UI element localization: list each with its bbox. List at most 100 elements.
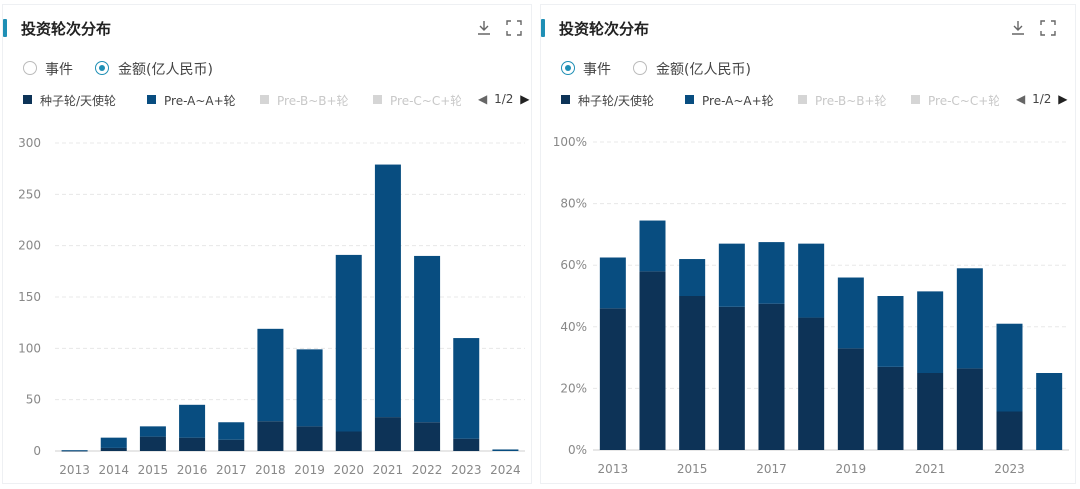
radio-amount[interactable] [95,61,109,75]
bar-series-a [374,164,401,418]
y-tick-label: 50 [26,393,41,407]
y-tick-label: 200 [18,239,41,253]
x-tick-label: 2017 [216,463,247,477]
x-tick-label: 2013 [59,463,90,477]
pager-prev-icon[interactable]: ◀ [478,92,488,106]
legend-swatch [911,95,920,104]
bar-series-a [179,404,206,438]
legend-item-seed[interactable]: 种子轮/天使轮 [23,92,116,109]
legend-item-series-c[interactable]: Pre-C~C+轮 [911,92,999,109]
bar-series-a [139,426,166,437]
bar-series-a [639,220,666,272]
x-tick-label: 2019 [836,462,867,476]
bar-seed [100,447,127,451]
legend-swatch [373,95,382,104]
bar-seed [139,436,166,451]
y-tick-label: 20% [560,381,587,395]
x-tick-label: 2021 [915,462,946,476]
x-tick-label: 2019 [294,463,325,477]
legend-pager: ◀ 1/2 ▶ [1016,92,1067,106]
bar-seed [61,450,88,452]
pager-text: 1/2 [1032,92,1052,106]
legend-label: Pre-A~A+轮 [702,94,774,108]
bar-seed [179,437,206,451]
legend-label: 种子轮/天使轮 [578,94,655,108]
chart-legend: 种子轮/天使轮 Pre-A~A+轮 Pre-B~B+轮 Pre-C~C+轮 ◀ … [561,92,1071,112]
chart-panel-right: 投资轮次分布 事件 金额(亿人民币) 种子轮/天使轮 Pre-A~A+轮 Pre… [540,4,1076,484]
bar-seed [917,373,944,450]
legend-item-series-a[interactable]: Pre-A~A+轮 [147,92,236,109]
legend-item-series-b[interactable]: Pre-B~B+轮 [260,92,349,109]
bar-series-a [798,243,825,318]
title-accent-bar [3,19,7,37]
bar-seed [877,366,904,450]
pager-next-icon[interactable]: ▶ [1058,92,1068,106]
pager-next-icon[interactable]: ▶ [520,92,530,106]
x-tick-label: 2023 [994,462,1025,476]
bar-seed [599,308,626,450]
radio-events-label[interactable]: 事件 [45,62,73,78]
x-tick-label: 2020 [333,463,364,477]
x-tick-label: 2017 [756,462,787,476]
y-tick-label: 100% [553,135,587,149]
bar-seed [679,296,706,450]
legend-swatch [23,95,32,104]
x-tick-label: 2014 [98,463,129,477]
y-tick-label: 0% [568,443,587,457]
fullscreen-icon[interactable] [505,19,523,37]
legend-label: Pre-A~A+轮 [164,94,236,108]
bar-series-a [453,338,480,439]
legend-item-series-b[interactable]: Pre-B~B+轮 [798,92,887,109]
bar-series-a [296,349,323,427]
bar-seed [296,426,323,451]
y-tick-label: 40% [560,320,587,334]
legend-label: Pre-B~B+轮 [815,94,887,108]
bar-series-a [218,422,245,440]
legend-item-series-a[interactable]: Pre-A~A+轮 [685,92,774,109]
bar-series-a [100,437,127,448]
legend-swatch [260,95,269,104]
radio-events[interactable] [561,61,575,75]
x-tick-label: 2023 [451,463,482,477]
x-tick-label: 2024 [490,463,521,477]
y-tick-label: 0 [33,444,41,458]
bar-seed [956,368,983,450]
bar-seed [414,422,441,451]
radio-amount-label[interactable]: 金额(亿人民币) [656,62,751,78]
radio-amount-label[interactable]: 金额(亿人民币) [118,62,213,78]
radio-amount[interactable] [633,61,647,75]
radio-events-label[interactable]: 事件 [583,62,611,78]
download-icon[interactable] [475,19,493,37]
y-tick-label: 80% [560,197,587,211]
panel-title: 投资轮次分布 [21,20,112,38]
bar-seed [335,431,362,451]
legend-item-seed[interactable]: 种子轮/天使轮 [561,92,654,109]
bar-series-a [414,255,441,423]
bar-chart-events: 0% 20% 40% 60% 80% 100% 2013 2015 2017 2019 2021 20… [553,135,1069,476]
bar-series-a [917,291,944,373]
radio-events[interactable] [23,61,37,75]
bar-seed [837,348,864,450]
legend-swatch [685,95,694,104]
pager-prev-icon[interactable]: ◀ [1016,92,1026,106]
x-tick-label: 2016 [177,463,208,477]
fullscreen-icon[interactable] [1039,19,1057,37]
bar-series-a [679,259,706,296]
bar-series-a [1036,373,1063,450]
bar-series-a [877,296,904,367]
legend-item-series-c[interactable]: Pre-C~C+轮 [373,92,461,109]
y-tick-label: 100 [18,341,41,355]
bar-series-a [837,277,864,349]
download-icon[interactable] [1009,19,1027,37]
bar-seed [718,306,745,450]
legend-swatch [147,95,156,104]
legend-label: Pre-C~C+轮 [390,94,461,108]
legend-label: 种子轮/天使轮 [40,94,117,108]
y-tick-label: 250 [18,187,41,201]
chart-panel-left: 投资轮次分布 事件 金额(亿人民币) 种子轮/天使轮 Pre-A~A+轮 Pre… [2,4,532,484]
x-tick-label: 2015 [138,463,169,477]
x-tick-label: 2013 [598,462,629,476]
bar-seed [639,271,666,450]
bar-chart-amount: 0 50 100 150 200 250 300 2013 2014 2015 2016 2017 20… [18,136,525,477]
bar-seed [257,421,284,451]
